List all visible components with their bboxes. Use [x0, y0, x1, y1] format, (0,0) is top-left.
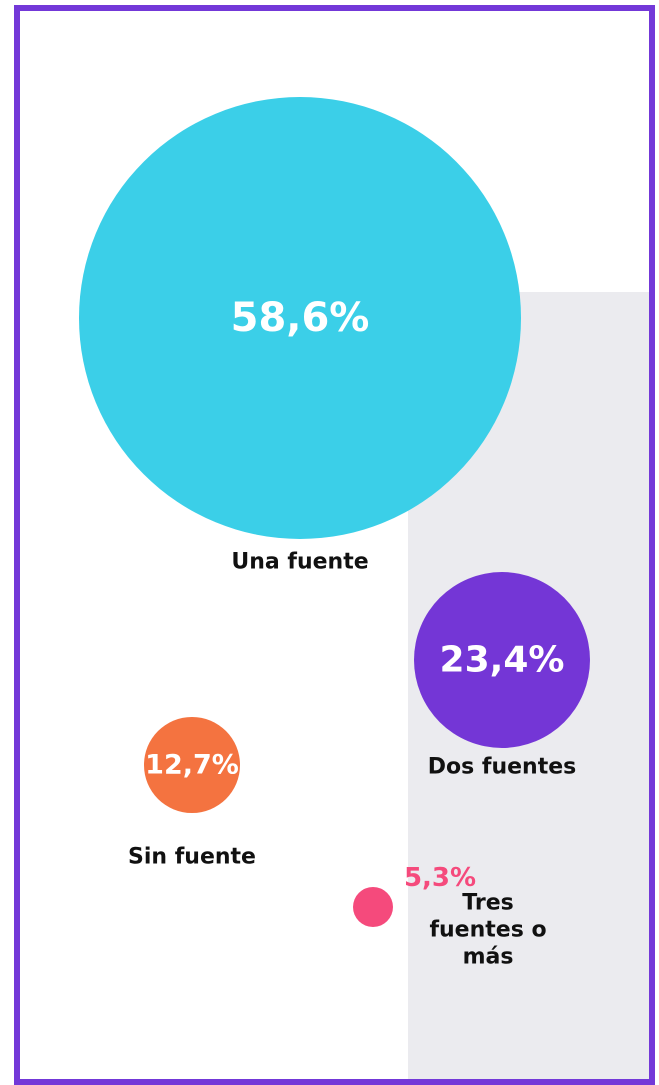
category-label: Sin fuente: [128, 844, 256, 870]
category-label: Tres fuentes o más: [429, 890, 547, 970]
value-label: 23,4%: [439, 639, 565, 681]
bubble: [79, 97, 521, 539]
value-label: 12,7%: [145, 749, 239, 781]
category-label: Una fuente: [231, 549, 369, 575]
value-label: 5,3%: [403, 863, 477, 893]
bubble: [353, 887, 393, 927]
bubble: [144, 717, 240, 813]
bubble: [413, 571, 591, 749]
value-label: 58,6%: [230, 295, 370, 341]
category-label: Dos fuentes: [427, 754, 577, 780]
